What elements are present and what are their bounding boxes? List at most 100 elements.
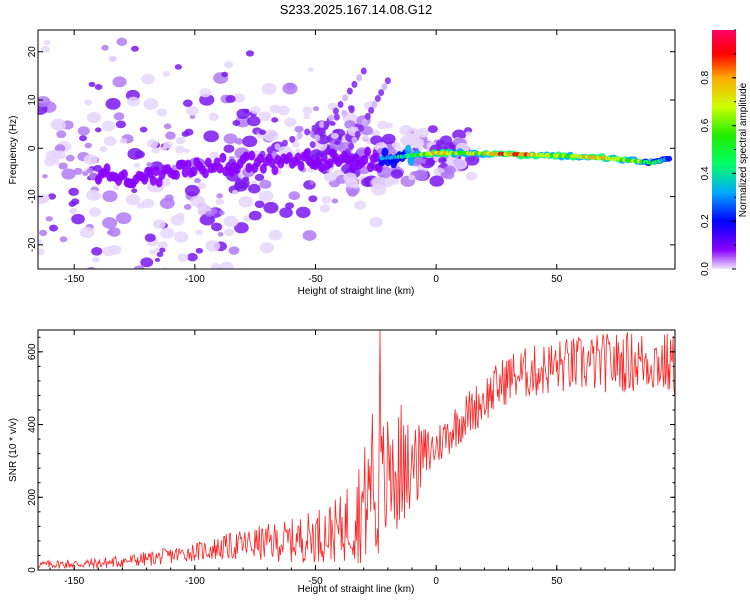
spectrogram-blob (370, 183, 387, 196)
spectrogram-blob (88, 207, 102, 217)
spectrogram-blob (102, 217, 118, 229)
spectrogram-blob (341, 109, 348, 117)
spectrogram-blob (381, 147, 389, 158)
spectrogram-blob (152, 166, 160, 177)
spectrogram-blob (465, 131, 472, 136)
spectrogram-blob (269, 281, 275, 286)
spectrogram-blob (232, 93, 246, 103)
x-tick-label: 0 (433, 576, 439, 587)
spectrogram-blob (65, 154, 75, 162)
spectrogram-blob (295, 148, 301, 153)
spectrogram-blob (116, 37, 128, 46)
spectrogram-blob (45, 149, 61, 162)
spectrogram-blob (183, 99, 193, 107)
spectrogram-blob (149, 175, 157, 186)
spectrogram-blob (40, 45, 51, 53)
spectrogram-blob (330, 132, 339, 140)
spectrogram-blob (113, 112, 125, 121)
spectrogram-blob (248, 210, 262, 221)
spectrogram-blob (236, 108, 250, 119)
spectrogram-blob (194, 177, 201, 184)
y-tick-label: -20 (27, 237, 38, 252)
spectrogram-blob (354, 130, 361, 138)
spectrogram-blob (119, 137, 128, 144)
spectrogram-blob (258, 111, 272, 122)
spectrogram-blob (351, 136, 358, 144)
spectrogram-blob (368, 106, 375, 114)
spectrogram-blob (259, 242, 275, 254)
spectrogram-blob (165, 131, 176, 140)
y-tick-label: 200 (27, 488, 38, 505)
spectrogram-blob (250, 106, 261, 115)
spectrogram-blob (149, 249, 156, 255)
spectrogram-blob (219, 261, 234, 269)
spectrogram-blob (361, 135, 369, 141)
spectrogram-blob (334, 140, 341, 146)
spectrogram-blob (36, 313, 43, 318)
spectrogram-blob (140, 257, 154, 268)
colorbar-tick-label: 0.8 (700, 70, 711, 84)
spectrogram-blob (399, 124, 413, 136)
figure-title: S233.2025.167.14.08.G12 (280, 2, 433, 17)
spectrogram-blob (146, 168, 154, 179)
spectrogram-blob (209, 112, 216, 118)
spectrogram-blob (254, 173, 265, 182)
x-tick-label: 50 (551, 576, 563, 587)
spectrogram-blob (348, 106, 355, 114)
spectrogram-blob (205, 210, 214, 218)
spectrogram-blob (160, 227, 175, 239)
spectrogram-blob (219, 152, 227, 163)
spectrogram-blob (162, 71, 170, 77)
spectrogram-blob (331, 198, 339, 204)
spectrogram-blob (157, 241, 169, 250)
spectrogram-blob (197, 182, 207, 190)
spectrogram-blob (225, 95, 236, 103)
spectrogram-blob (294, 125, 304, 133)
spectrogram-blob (186, 253, 198, 262)
colorbar-tick-label: 0.4 (700, 166, 711, 180)
spectrogram-blob (88, 81, 96, 87)
spectrogram-blob (59, 236, 68, 243)
spectrogram-blob (323, 172, 337, 182)
spectrogram-blob (310, 149, 323, 159)
spectrogram-blob (195, 247, 203, 254)
spectrogram-blob (43, 39, 51, 46)
spectrogram-blob (292, 141, 300, 148)
spectrogram-blob (256, 153, 264, 164)
spectrogram-blob (49, 224, 59, 232)
spectrogram-blob (318, 127, 325, 135)
spectrogram-blob (106, 230, 113, 235)
spectrogram-blob (184, 184, 200, 197)
spectrogram-blob (371, 100, 378, 108)
spectrogram-blob (61, 168, 76, 180)
spectrogram-blob (242, 151, 250, 162)
spectrogram-blob (314, 134, 321, 142)
spectrogram-y-axis: -20 -10 0 10 20 (27, 46, 675, 252)
spectrogram-blob (177, 253, 189, 262)
spectrogram-blob (364, 146, 372, 157)
spectrogram-blob (312, 106, 320, 112)
spectrogram-blob (232, 189, 239, 195)
spectrogram-blob (326, 158, 334, 169)
spectrogram-blob (68, 187, 79, 196)
spectrogram-blob (386, 147, 397, 156)
spectrogram-blob (391, 141, 401, 149)
spectrogram-blob (323, 121, 330, 129)
spectrogram-blob (303, 148, 311, 159)
spectrogram-blob (366, 162, 374, 173)
spectrogram-blob (102, 190, 118, 203)
spectrogram-blob (289, 135, 296, 143)
spectrogram-blob (144, 233, 156, 242)
spectrogram-blob (70, 198, 80, 205)
spectrogram-blob (348, 142, 355, 150)
spectrogram-blob (224, 61, 234, 69)
spectrogram-blob (309, 180, 315, 185)
spectrogram-blob (360, 67, 367, 75)
spectrogram-blob (351, 80, 358, 88)
x-tick-label: -150 (64, 576, 84, 587)
spectrogram-blob (381, 83, 388, 91)
spectrogram-marks (36, 37, 673, 318)
x-tick-label: -100 (185, 274, 205, 285)
x-tick-label: 50 (551, 274, 563, 285)
